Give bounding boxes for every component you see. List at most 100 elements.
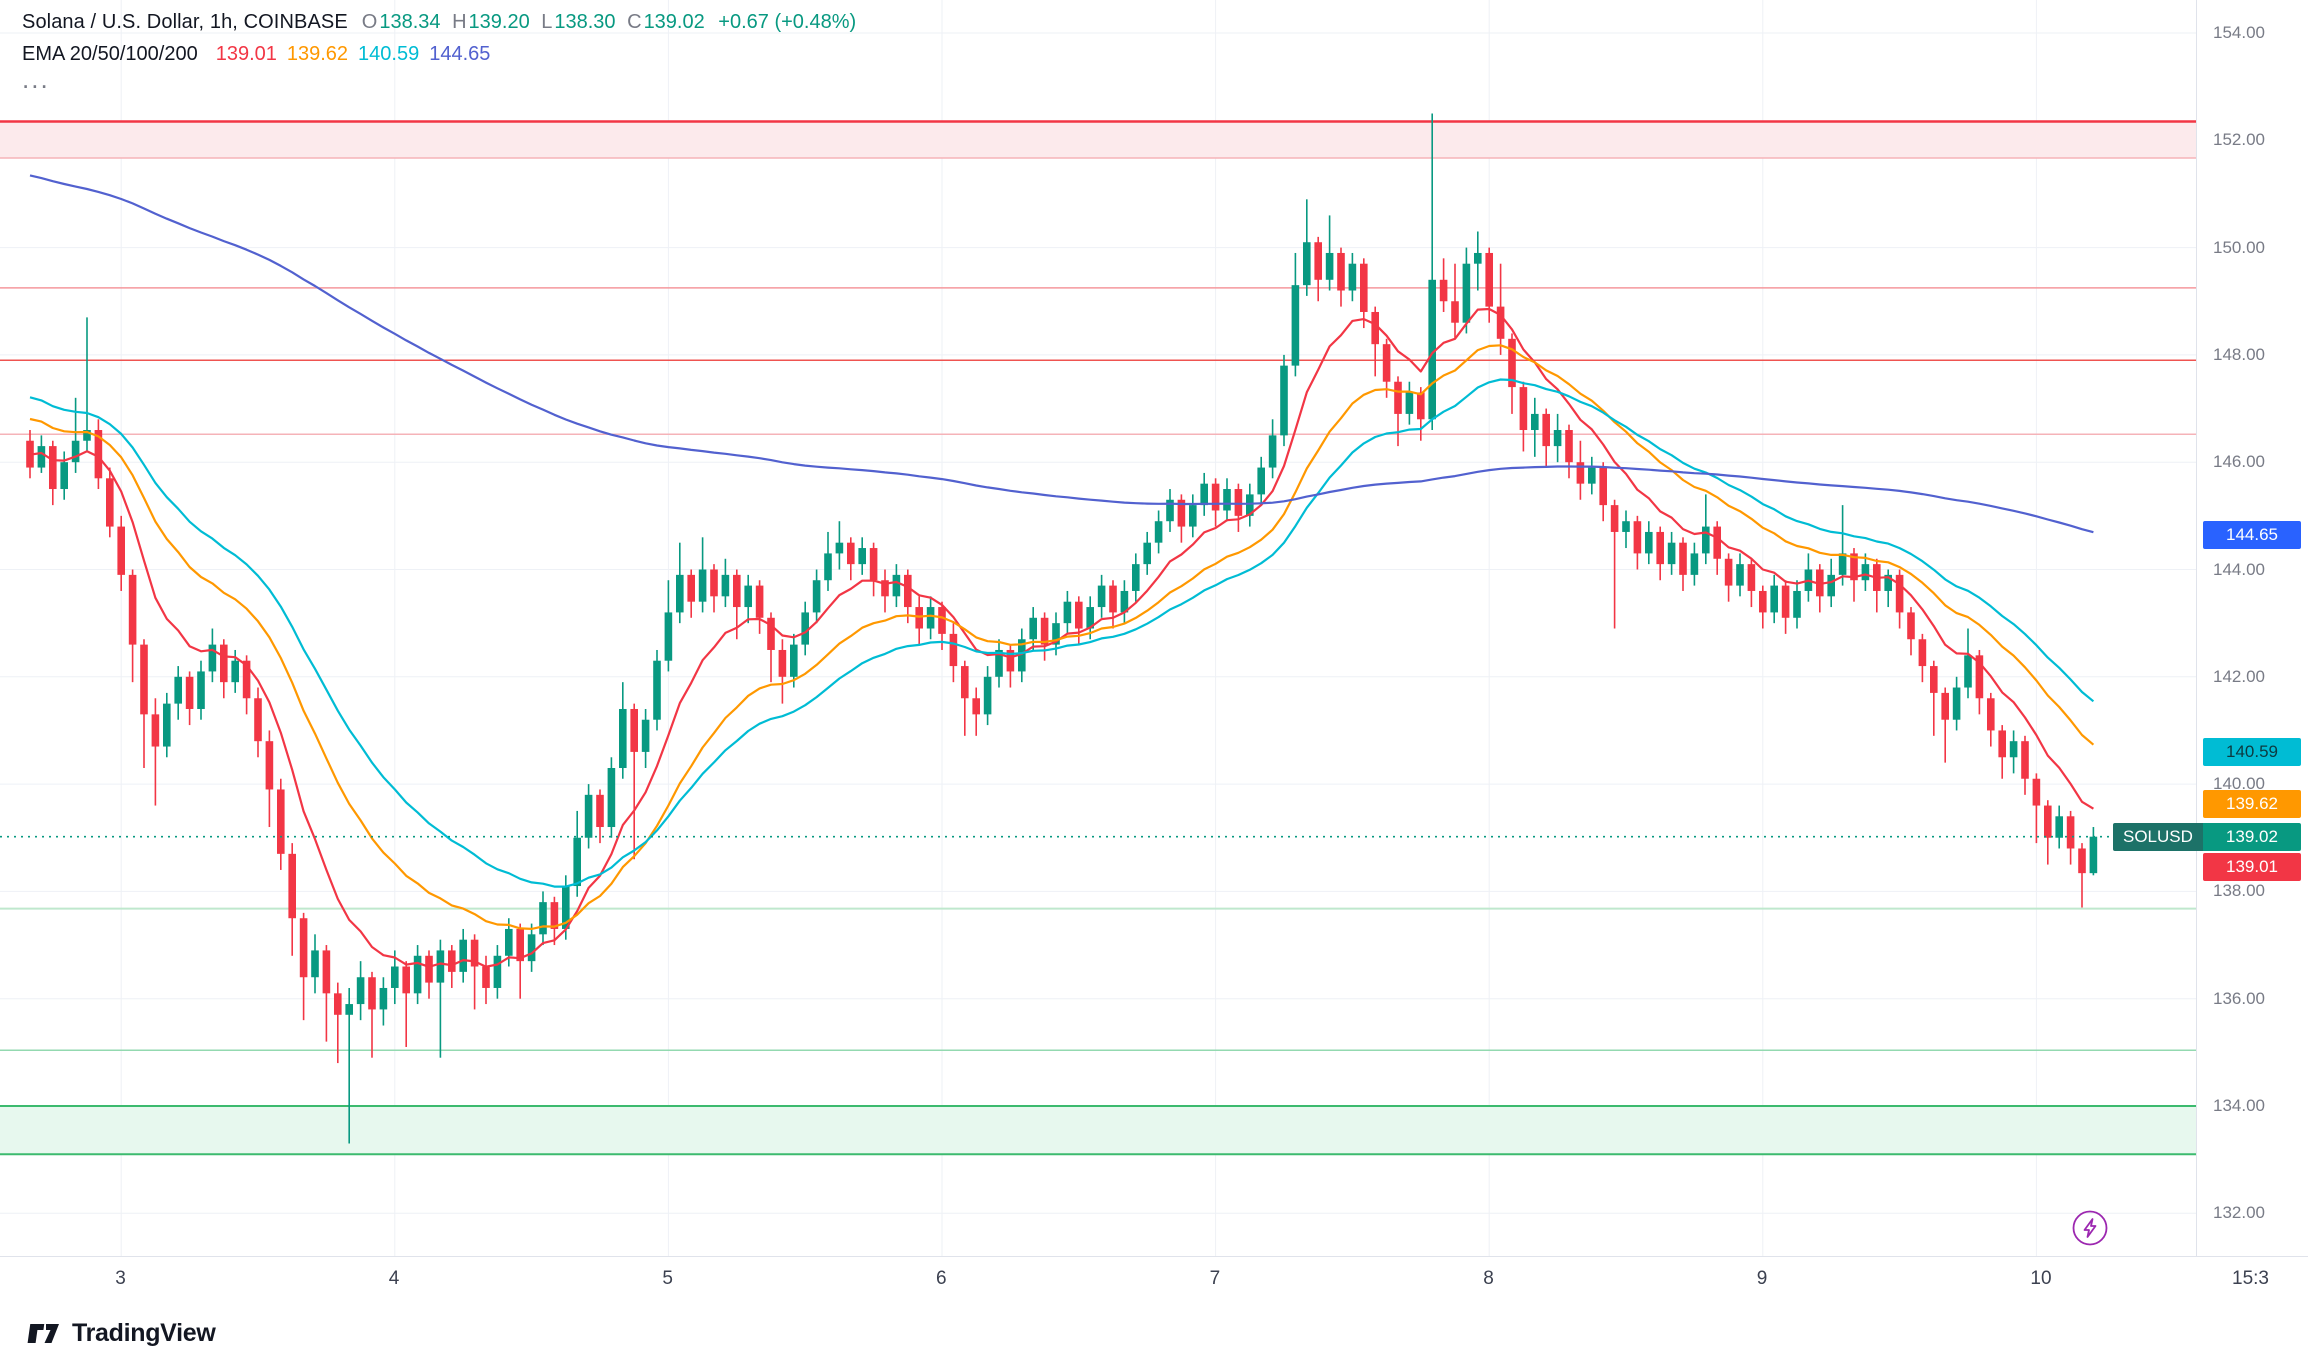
- candle: [49, 440, 57, 506]
- candle: [847, 537, 855, 581]
- candle: [1645, 521, 1653, 565]
- symbol-row[interactable]: Solana / U.S. Dollar, 1h, COINBASE O 138.…: [22, 10, 856, 34]
- candle: [311, 934, 319, 994]
- candle: [721, 558, 730, 608]
- candle: [1211, 478, 1220, 527]
- candle: [1964, 628, 1972, 699]
- candle: [1268, 419, 1277, 479]
- candle: [345, 987, 353, 1144]
- ema-indicator-row[interactable]: EMA 20/50/100/200 139.01 139.62 140.59 144.…: [22, 42, 856, 66]
- open-label: O: [361, 11, 378, 33]
- candle: [2032, 773, 2041, 844]
- candle: [1610, 499, 1619, 629]
- ema50-line: [29, 344, 2095, 931]
- candle: [653, 649, 661, 731]
- time-tick-label: 4: [388, 1268, 400, 1289]
- ema100-badge: 140.59: [2203, 738, 2301, 767]
- candle: [254, 687, 262, 758]
- low-label: L: [541, 11, 553, 33]
- candle: [1040, 612, 1049, 661]
- candle: [1189, 494, 1197, 538]
- candle: [630, 703, 638, 860]
- candle: [1177, 494, 1186, 543]
- ema-values: 139.01 139.62 140.59 144.65: [206, 42, 491, 66]
- candle: [1006, 644, 1015, 688]
- candle: [596, 789, 604, 844]
- candle: [1736, 553, 1744, 597]
- candle: [1588, 456, 1596, 495]
- candle: [1280, 354, 1288, 447]
- candle: [1132, 553, 1140, 602]
- candle: [983, 666, 992, 726]
- candle: [2021, 735, 2029, 795]
- ema100-line: [29, 378, 2095, 888]
- time-current-label: 15:3: [2232, 1268, 2269, 1289]
- price-tick-label: 134.00: [2213, 1096, 2265, 1115]
- close-label: C: [627, 11, 642, 33]
- candle: [1428, 113, 1436, 431]
- price-axis[interactable]: 154.00 152.00 150.00 148.00 146.00 144.00 142.…: [2113, 0, 2308, 1256]
- candle: [1861, 553, 1870, 591]
- candle: [676, 542, 684, 624]
- candle: [904, 569, 912, 624]
- time-axis[interactable]: 3 4 5 6 7 8 9 10 15:3: [0, 1256, 2308, 1303]
- time-tick-label: 9: [1756, 1268, 1768, 1289]
- instant-order-button[interactable]: [2066, 1204, 2114, 1252]
- candle: [1439, 258, 1448, 312]
- candle: [1314, 236, 1322, 302]
- candle: [1496, 263, 1505, 355]
- candle: [1599, 462, 1607, 522]
- price-tick-label: 140.00: [2213, 774, 2265, 794]
- candle: [915, 596, 923, 645]
- candle: [961, 660, 969, 736]
- levels-layer: [0, 120, 2196, 1156]
- candle: [2078, 843, 2086, 908]
- candle: [1667, 531, 1676, 575]
- ema-indicator-label: EMA 20/50/100/200: [22, 43, 198, 65]
- more-indicators-toggle[interactable]: ...: [22, 64, 50, 94]
- candle: [1998, 725, 2006, 779]
- candle: [106, 467, 114, 538]
- candle: [197, 660, 205, 720]
- candle: [1120, 580, 1129, 624]
- candle: [71, 397, 80, 473]
- price-chart[interactable]: [0, 0, 2196, 1256]
- candle: [664, 580, 673, 672]
- zone: [0, 1106, 2196, 1155]
- tradingview-logo[interactable]: TradingView: [26, 1316, 216, 1350]
- chart-window: Solana / U.S. Dollar, 1h, COINBASE O 138.…: [0, 0, 2308, 1303]
- candle: [607, 757, 616, 838]
- candles-layer: [26, 113, 2098, 1144]
- candle: [801, 601, 809, 656]
- candle: [1873, 558, 1881, 613]
- candle: [2044, 800, 2052, 865]
- candle: [288, 843, 296, 956]
- candle: [995, 639, 1003, 688]
- price-tick-label: 144.00: [2213, 559, 2265, 579]
- candle: [584, 784, 593, 849]
- candle: [174, 666, 182, 720]
- high-value: 139.20: [468, 11, 530, 33]
- symbol-title: Solana / U.S. Dollar, 1h, COINBASE: [22, 11, 348, 33]
- candle: [1747, 558, 1756, 608]
- ema20-value: 139.01: [215, 43, 277, 65]
- price-tick-label: 150.00: [2213, 237, 2265, 257]
- price-tick-label: 152.00: [2213, 130, 2265, 150]
- candle: [1759, 585, 1767, 629]
- ema100-value: 140.59: [358, 43, 420, 65]
- candle: [1337, 247, 1345, 307]
- candle: [1679, 537, 1687, 591]
- zone: [0, 121, 2196, 159]
- candle: [744, 574, 752, 624]
- candle: [368, 971, 376, 1058]
- candle: [1029, 607, 1037, 650]
- candle: [755, 580, 764, 634]
- candle: [2066, 810, 2075, 865]
- candle: [687, 569, 695, 618]
- candle: [1348, 252, 1357, 302]
- candle: [1018, 628, 1026, 683]
- price-tick-label: 138.00: [2213, 881, 2265, 901]
- footer: TradingView: [0, 1302, 2308, 1364]
- candle: [1656, 526, 1664, 581]
- time-tick-label: 5: [662, 1268, 673, 1289]
